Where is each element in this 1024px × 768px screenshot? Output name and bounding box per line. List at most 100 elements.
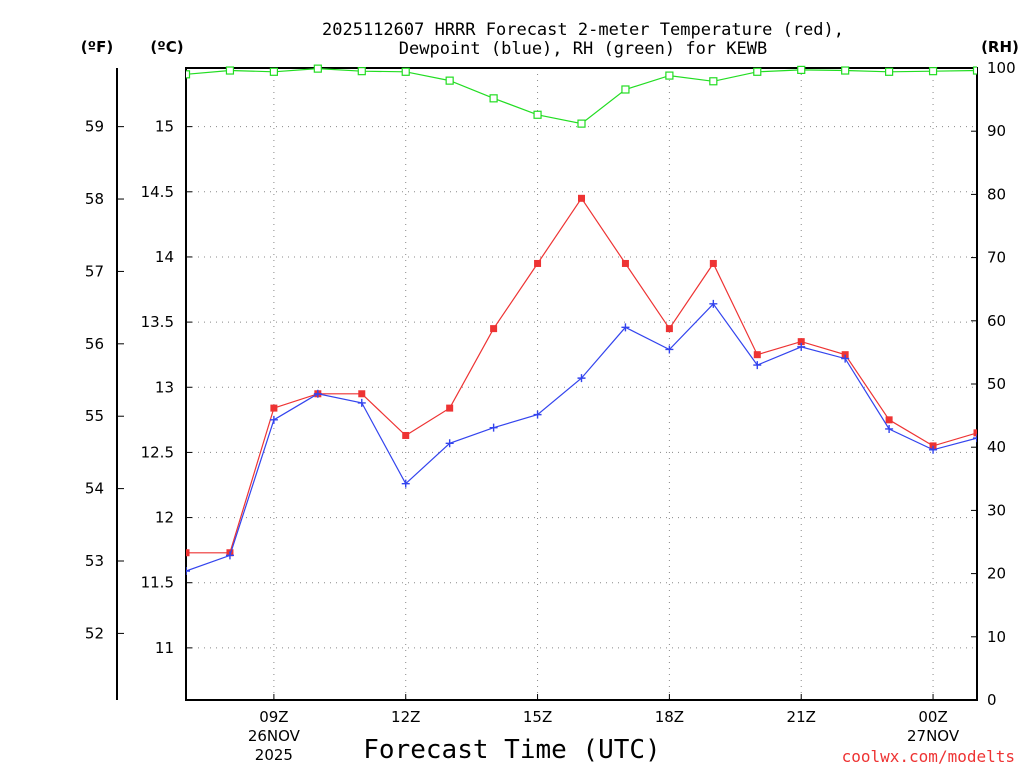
temperature-point: [534, 259, 542, 267]
temperature-point: [578, 194, 585, 202]
fahrenheit-tick-label: 59: [85, 118, 104, 136]
celsius-tick-label: 13.5: [141, 313, 174, 331]
temperature-point: [885, 416, 893, 424]
dewpoint-point: [186, 566, 190, 575]
time-tick-label: 00Z: [918, 708, 947, 726]
temperature-point: [753, 351, 761, 359]
rh-tick-label: 30: [987, 501, 1006, 519]
rh-point: [401, 67, 410, 76]
rh-point: [577, 119, 586, 128]
gridlines: [186, 68, 977, 700]
temperature-point: [446, 404, 454, 412]
rh-tick-label: 100: [987, 59, 1016, 77]
plot-frame: [185, 67, 978, 701]
temperature-point: [973, 429, 977, 437]
temperature-point: [621, 259, 629, 267]
rh-tick-label: 10: [987, 628, 1006, 646]
celsius-tick-label: 13: [155, 378, 174, 396]
dewpoint-point: [313, 389, 322, 398]
dewpoint-point: [445, 439, 454, 448]
celsius-tick-label: 12: [155, 509, 174, 527]
fahrenheit-tick-label: 52: [85, 624, 104, 642]
celsius-tick-label: 11.5: [141, 574, 174, 592]
rh-series: [186, 64, 977, 128]
rh-tick-label: 20: [987, 565, 1006, 583]
rh-line: [186, 67, 977, 125]
fahrenheit-tick-label: 54: [85, 480, 104, 498]
dewpoint-point: [929, 445, 938, 454]
rh-point: [445, 76, 454, 85]
rh-point: [489, 94, 498, 103]
time-tick-label: 12Z: [391, 708, 420, 726]
time-tick-label: 09Z: [259, 708, 288, 726]
dewpoint-point: [973, 434, 977, 443]
temperature-point: [665, 325, 673, 333]
celsius-tick-label: 12.5: [141, 443, 174, 461]
celsius-tick-label: 14.5: [141, 183, 174, 201]
time-tick-label: 18Z: [655, 708, 684, 726]
fahrenheit-tick-label: 53: [85, 552, 104, 570]
x-axis-title: Forecast Time (UTC): [363, 735, 660, 765]
data-series: [186, 64, 977, 575]
dewpoint-point: [797, 342, 806, 351]
credit-link[interactable]: coolwx.com/modelts: [842, 747, 1015, 766]
date-label-line2: 2025: [255, 746, 293, 764]
chart-title: 2025112607 HRRR Forecast 2-meter Tempera…: [322, 20, 844, 59]
temperature-point: [709, 259, 717, 267]
rh-point: [225, 66, 235, 75]
dewpoint-line: [186, 302, 977, 572]
dewpoint-point: [841, 354, 850, 363]
rh-tick-label: 90: [987, 122, 1006, 140]
temperature-point: [358, 390, 366, 398]
celsius-tick-label: 14: [155, 248, 174, 266]
rh-tick-label: 60: [987, 312, 1006, 330]
temperature-point: [402, 431, 410, 439]
date-label-line1: 26NOV: [248, 727, 301, 745]
rh-tick-label: 80: [987, 185, 1006, 203]
dewpoint-point: [665, 345, 674, 354]
dewpoint-point: [401, 479, 410, 488]
dewpoint-point: [621, 323, 630, 332]
dewpoint-point: [577, 374, 586, 383]
rh-point: [709, 77, 718, 86]
rh-point: [665, 71, 674, 80]
dewpoint-point: [225, 551, 234, 560]
rh-point: [753, 67, 762, 76]
temperature-point: [490, 325, 498, 333]
rh-tick-label: 70: [987, 249, 1006, 267]
dewpoint-point: [269, 415, 278, 424]
fahrenheit-tick-label: 57: [85, 262, 104, 280]
rh-point: [841, 66, 850, 75]
celsius-unit-label: (ºC): [150, 38, 183, 56]
dewpoint-series: [186, 299, 977, 575]
dewpoint-point: [533, 410, 542, 419]
chart-title-line2: Dewpoint (blue), RH (green) for KEWB: [399, 39, 767, 59]
rh-point: [797, 65, 806, 74]
dewpoint-point: [357, 398, 366, 407]
fahrenheit-tick-label: 58: [85, 190, 104, 208]
dewpoint-point: [709, 299, 718, 308]
celsius-tick-label: 11: [155, 639, 174, 657]
rh-point: [269, 67, 278, 76]
time-tick-label: 21Z: [787, 708, 816, 726]
rh-point: [885, 67, 894, 76]
date-label-line1: 27NOV: [907, 727, 960, 745]
rh-tick-label: 40: [987, 438, 1006, 456]
temperature-point: [797, 338, 805, 346]
rh-point: [533, 110, 542, 119]
temperature-point: [270, 404, 278, 412]
temperature-point: [186, 549, 190, 557]
chart-title-line1: 2025112607 HRRR Forecast 2-meter Tempera…: [322, 20, 844, 40]
rh-point: [186, 70, 191, 79]
rh-point: [621, 85, 630, 94]
time-tick-label: 15Z: [523, 708, 552, 726]
axes: 11 11.5 12 12.5 13 13.5 14 14.5 15 52 53 54 55 56 57 58…: [85, 59, 1016, 764]
rh-unit-label: (RH): [981, 38, 1019, 56]
fahrenheit-unit-label: (ºF): [81, 38, 113, 56]
fahrenheit-tick-label: 56: [85, 335, 104, 353]
rh-point: [357, 67, 366, 76]
celsius-tick-label: 15: [155, 118, 174, 136]
dewpoint-point: [753, 361, 762, 370]
rh-point: [928, 67, 938, 76]
